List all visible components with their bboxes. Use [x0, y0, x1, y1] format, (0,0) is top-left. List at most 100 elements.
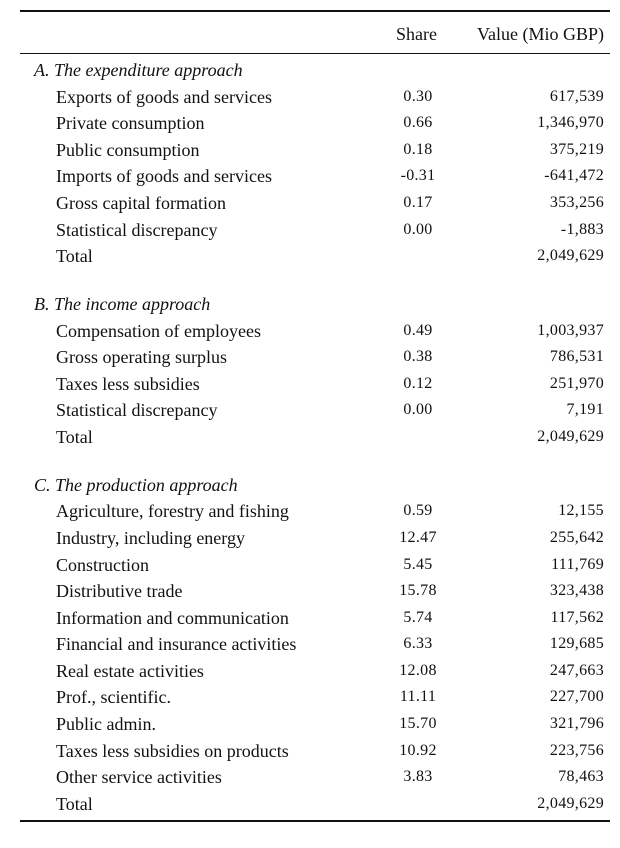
row-share: 0.12 — [403, 375, 433, 392]
row-value: 111,769 — [551, 556, 604, 573]
table-row: Public consumption 0.18 375,219 — [0, 137, 620, 163]
row-value: 247,663 — [549, 662, 604, 679]
row-share: 0.49 — [403, 322, 433, 339]
value-column-header: Value (Mio GBP) — [477, 24, 604, 44]
table-row: Taxes less subsidies 0.12 251,970 — [0, 371, 620, 397]
row-label: Total — [56, 794, 93, 814]
row-label: Compensation of employees — [56, 321, 261, 341]
row-value: 375,219 — [549, 141, 604, 158]
row-value: 2,049,629 — [537, 428, 604, 445]
row-value: 2,049,629 — [537, 247, 604, 264]
table-row: Industry, including energy 12.47 255,642 — [0, 525, 620, 551]
table-row: Other service activities 3.83 78,463 — [0, 764, 620, 790]
table-row: Exports of goods and services 0.30 617,5… — [0, 84, 620, 110]
row-label: Total — [56, 246, 93, 266]
row-label: Real estate activities — [56, 661, 204, 681]
table-row-total: Total 2,049,629 — [0, 243, 620, 269]
section-title: A. The expenditure approach — [34, 60, 243, 80]
row-value: 1,346,970 — [537, 114, 604, 131]
share-column-header: Share — [396, 24, 437, 44]
section-title-row: A. The expenditure approach — [0, 57, 620, 83]
row-value: -641,472 — [544, 167, 604, 184]
row-label: Total — [56, 427, 93, 447]
row-label: Financial and insurance activities — [56, 634, 297, 654]
table-row: Statistical discrepancy 0.00 -1,883 — [0, 217, 620, 243]
row-label: Exports of goods and services — [56, 87, 272, 107]
table-row: Compensation of employees 0.49 1,003,937 — [0, 318, 620, 344]
row-share: 0.66 — [403, 114, 433, 131]
row-label: Agriculture, forestry and fishing — [56, 501, 289, 521]
table-row: Information and communication 5.74 117,5… — [0, 605, 620, 631]
row-label: Imports of goods and services — [56, 166, 272, 186]
row-value: 227,700 — [549, 688, 604, 705]
row-share: 15.78 — [399, 582, 437, 599]
table-row: Gross capital formation 0.17 353,256 — [0, 190, 620, 216]
table-bottom-rule — [20, 820, 610, 822]
row-label: Distributive trade — [56, 581, 183, 601]
row-share: 15.70 — [399, 715, 437, 732]
row-share: 0.00 — [403, 221, 433, 238]
row-share: 10.92 — [399, 742, 437, 759]
table-row: Gross operating surplus 0.38 786,531 — [0, 344, 620, 370]
row-share: 11.11 — [399, 688, 437, 705]
row-value: 251,970 — [549, 375, 604, 392]
row-share: -0.31 — [400, 167, 436, 184]
table-row: Prof., scientific. 11.11 227,700 — [0, 684, 620, 710]
row-share: 0.30 — [403, 88, 433, 105]
section-title: C. The production approach — [34, 475, 238, 495]
row-share: 5.74 — [403, 609, 433, 626]
table-row: Financial and insurance activities 6.33 … — [0, 631, 620, 657]
header-rule — [20, 53, 610, 54]
row-label: Statistical discrepancy — [56, 400, 218, 420]
row-label: Private consumption — [56, 113, 205, 133]
row-share: 6.33 — [403, 635, 433, 652]
row-value: -1,883 — [560, 221, 604, 238]
section-title-row: B. The income approach — [0, 291, 620, 317]
row-value: 1,003,937 — [537, 322, 604, 339]
table-row: Public admin. 15.70 321,796 — [0, 711, 620, 737]
row-share: 3.83 — [403, 768, 433, 785]
row-share: 5.45 — [403, 556, 433, 573]
row-value: 117,562 — [550, 609, 604, 626]
row-share: 0.17 — [403, 194, 433, 211]
table-row: Private consumption 0.66 1,346,970 — [0, 110, 620, 136]
table-row: Real estate activities 12.08 247,663 — [0, 658, 620, 684]
row-label: Information and communication — [56, 608, 289, 628]
table-row: Distributive trade 15.78 323,438 — [0, 578, 620, 604]
row-share: 0.00 — [403, 401, 433, 418]
section-title: B. The income approach — [34, 294, 211, 314]
row-label: Gross capital formation — [56, 193, 226, 213]
row-label: Industry, including energy — [56, 528, 245, 548]
table-row: Construction 5.45 111,769 — [0, 552, 620, 578]
table-row-total: Total 2,049,629 — [0, 424, 620, 450]
table-row: Agriculture, forestry and fishing 0.59 1… — [0, 498, 620, 524]
row-label: Taxes less subsidies on products — [56, 741, 289, 761]
row-value: 617,539 — [549, 88, 604, 105]
table-top-rule — [20, 10, 610, 12]
row-value: 321,796 — [549, 715, 604, 732]
row-value: 255,642 — [549, 529, 604, 546]
row-value: 12,155 — [558, 502, 604, 519]
row-share: 12.47 — [399, 529, 437, 546]
row-value: 786,531 — [549, 348, 604, 365]
row-value: 353,256 — [549, 194, 604, 211]
row-value: 7,191 — [566, 401, 604, 418]
row-label: Taxes less subsidies — [56, 374, 200, 394]
table-row: Statistical discrepancy 0.00 7,191 — [0, 397, 620, 423]
row-share: 0.38 — [403, 348, 433, 365]
row-label: Public consumption — [56, 140, 200, 160]
table-row-total: Total 2,049,629 — [0, 791, 620, 817]
row-label: Public admin. — [56, 714, 156, 734]
row-share: 0.18 — [403, 141, 433, 158]
section-title-row: C. The production approach — [0, 472, 620, 498]
row-share: 12.08 — [399, 662, 437, 679]
row-label: Other service activities — [56, 767, 222, 787]
row-label: Gross operating surplus — [56, 347, 227, 367]
row-label: Construction — [56, 555, 149, 575]
row-value: 2,049,629 — [537, 795, 604, 812]
row-share: 0.59 — [403, 502, 433, 519]
row-label: Statistical discrepancy — [56, 220, 218, 240]
table-row: Imports of goods and services -0.31 -641… — [0, 163, 620, 189]
table-row: Taxes less subsidies on products 10.92 2… — [0, 738, 620, 764]
row-label: Prof., scientific. — [56, 687, 171, 707]
